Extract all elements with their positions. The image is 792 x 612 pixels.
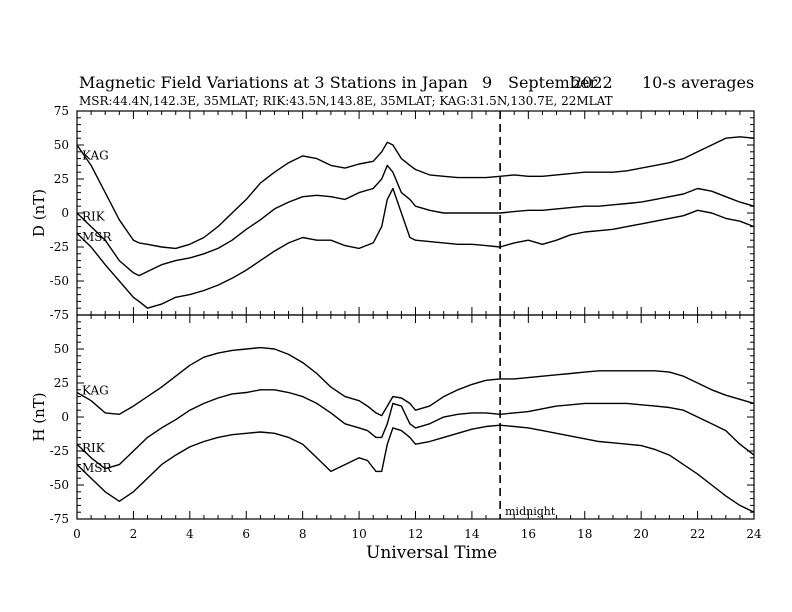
x-tick-label: 0 bbox=[73, 527, 81, 541]
series-label-msr: MSR bbox=[82, 230, 113, 244]
x-tick-label: 12 bbox=[408, 527, 423, 541]
y-tick-label: 25 bbox=[54, 376, 69, 390]
midnight-annotation: midnight bbox=[505, 505, 556, 518]
y-axis-label: H (nT) bbox=[30, 392, 48, 441]
y-tick-label: 0 bbox=[61, 206, 69, 220]
y-tick-label: -25 bbox=[50, 240, 69, 254]
series-label-kag: KAG bbox=[82, 384, 109, 398]
y-tick-label: -50 bbox=[50, 274, 69, 288]
series-label-rik: RIK bbox=[82, 441, 106, 455]
chart-title: Magnetic Field Variations at 3 Stations … bbox=[79, 73, 468, 92]
series-label-rik: RIK bbox=[82, 210, 106, 224]
y-tick-label: -50 bbox=[50, 478, 69, 492]
x-tick-label: 4 bbox=[186, 527, 194, 541]
x-tick-label: 8 bbox=[299, 527, 307, 541]
y-tick-label: 0 bbox=[61, 410, 69, 424]
series-line-rik bbox=[76, 389, 755, 470]
x-tick-label: 16 bbox=[521, 527, 536, 541]
title-month: September bbox=[508, 73, 598, 92]
x-tick-label: 2 bbox=[130, 527, 138, 541]
chart-subtitle: MSR:44.4N,142.3E, 35MLAT; RIK:43.5N,143.… bbox=[79, 94, 613, 108]
series-line-msr bbox=[76, 424, 755, 513]
x-tick-label: 20 bbox=[634, 527, 649, 541]
title-averaging: 10-s averages bbox=[642, 73, 755, 92]
x-tick-label: 14 bbox=[464, 527, 480, 541]
y-tick-label: -75 bbox=[50, 308, 69, 322]
series-line-rik bbox=[76, 164, 755, 277]
y-tick-label: -25 bbox=[50, 444, 69, 458]
y-tick-label: -75 bbox=[50, 512, 69, 526]
y-axis-label: D (nT) bbox=[30, 189, 48, 237]
y-tick-label: 50 bbox=[54, 138, 69, 152]
series-label-kag: KAG bbox=[82, 148, 109, 162]
series-label-msr: MSR bbox=[82, 461, 113, 475]
panel-d: 75 50 25 0 -25 -50 -75 D (nT) KAG RIK MSR bbox=[30, 104, 755, 322]
y-tick-label: 50 bbox=[54, 342, 69, 356]
panel-frame bbox=[76, 110, 755, 316]
x-tick-label: 24 bbox=[746, 527, 762, 541]
x-axis-label: Universal Time bbox=[366, 543, 498, 563]
y-tick-label: 75 bbox=[54, 104, 69, 118]
x-tick-label: 22 bbox=[690, 527, 705, 541]
y-tick-label: 25 bbox=[54, 172, 69, 186]
series-line-msr bbox=[76, 187, 755, 309]
series-line-kag bbox=[76, 136, 755, 250]
series-line-kag bbox=[76, 346, 755, 417]
title-day: 9 bbox=[482, 73, 493, 92]
x-tick-label: 10 bbox=[351, 527, 366, 541]
x-tick-label: 6 bbox=[242, 527, 250, 541]
x-tick-label: 18 bbox=[577, 527, 592, 541]
title-year: 2022 bbox=[572, 73, 613, 92]
